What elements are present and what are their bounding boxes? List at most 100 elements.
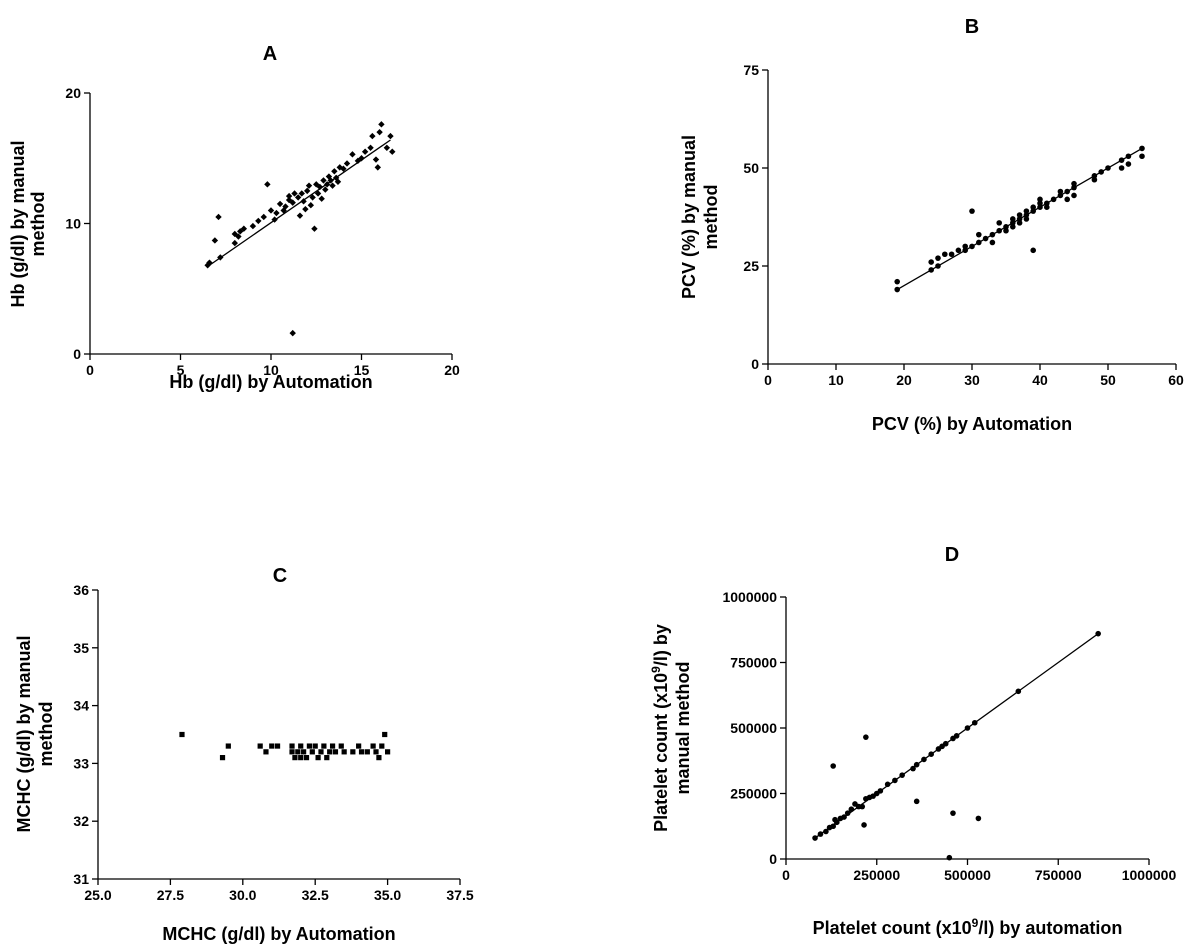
- data-point: [372, 156, 380, 163]
- data-point: [341, 749, 347, 755]
- y-tick-label: 33: [73, 755, 89, 771]
- data-point: [358, 155, 365, 162]
- x-axis-label: Hb (g/dl) by Automation: [169, 372, 372, 392]
- data-point: [1023, 208, 1030, 214]
- x-tick-label: 750000: [1035, 867, 1082, 883]
- data-point: [1010, 220, 1016, 226]
- data-point: [975, 815, 982, 822]
- y-axis-label-line: method: [36, 702, 56, 767]
- data-point: [1118, 157, 1125, 163]
- data-point: [255, 217, 262, 225]
- data-point: [329, 182, 336, 189]
- data-point: [311, 225, 318, 232]
- data-point: [318, 749, 324, 755]
- data-point: [877, 788, 884, 794]
- data-point: [859, 803, 866, 810]
- data-point: [1010, 216, 1016, 222]
- data-point: [1091, 176, 1098, 183]
- data-point: [361, 148, 369, 155]
- data-point: [334, 178, 342, 185]
- data-point: [1091, 173, 1098, 179]
- data-point: [327, 749, 333, 755]
- x-axis-label: PCV (%) by Automation: [872, 414, 1072, 434]
- data-point: [1016, 220, 1023, 226]
- data-point: [327, 177, 334, 184]
- data-point: [962, 243, 968, 250]
- data-point: [1071, 184, 1077, 191]
- x-tick-label: 35.0: [374, 887, 401, 903]
- data-point: [370, 743, 376, 749]
- panel-d: D 0 250000 500000 750000 1000000 0 250000 500000…: [649, 544, 1176, 938]
- y-tick-label: 1000000: [722, 589, 777, 605]
- data-point: [1071, 180, 1077, 187]
- data-point: [385, 749, 391, 755]
- data-point: [955, 247, 962, 254]
- data-point: [378, 121, 385, 128]
- data-point: [1139, 145, 1145, 152]
- x-tick-label: 20: [444, 362, 460, 378]
- data-point: [300, 198, 307, 205]
- data-point: [282, 203, 289, 210]
- data-point: [276, 200, 284, 208]
- data-point: [294, 194, 302, 201]
- y-axis-label: Hb (g/dl) by manual method: [8, 140, 48, 307]
- data-point: [302, 205, 309, 213]
- data-point: [1016, 212, 1023, 218]
- data-point: [292, 755, 298, 761]
- x-tick-label: 5: [177, 362, 185, 378]
- x-axis-label: MCHC (g/dl) by Automation: [162, 924, 395, 944]
- data-point: [303, 755, 310, 761]
- data-point: [379, 743, 385, 749]
- x-tick-label: 32.5: [302, 887, 329, 903]
- y-tick-label: 31: [73, 871, 89, 887]
- data-point: [1015, 688, 1022, 695]
- y-tick-label: 10: [65, 216, 81, 232]
- data-point: [298, 190, 305, 197]
- y-axis-label-line: method: [701, 185, 721, 250]
- x-tick-label: 250000: [853, 867, 900, 883]
- data-point: [338, 743, 344, 749]
- data-point: [1023, 216, 1030, 222]
- data-point: [211, 237, 219, 244]
- data-point: [976, 231, 982, 238]
- y-tick-label: 0: [73, 346, 81, 362]
- data-point: [935, 255, 941, 261]
- data-point: [249, 222, 257, 230]
- data-point: [312, 743, 318, 749]
- x-tick-label: 10: [263, 362, 279, 378]
- data-point: [269, 743, 275, 749]
- y-tick-label: 250000: [730, 786, 777, 802]
- data-point: [1030, 247, 1036, 254]
- data-point: [1064, 188, 1070, 195]
- panel-d-title: D: [945, 544, 959, 566]
- y-tick-label: 32: [73, 813, 89, 829]
- data-point: [946, 854, 953, 861]
- x-tick-label: 1000000: [1122, 867, 1177, 883]
- data-point: [921, 756, 927, 763]
- data-point: [841, 814, 847, 820]
- data-point: [1057, 188, 1064, 195]
- data-point: [301, 749, 307, 755]
- panel-c: C 25.0 27.5 30.0 32.5 35.0 37.5 31 32 33 34 35 36 MCH…: [14, 565, 474, 944]
- y-tick-label: 36: [73, 582, 89, 598]
- data-point: [324, 755, 330, 761]
- data-point: [350, 749, 356, 755]
- data-point: [215, 213, 222, 221]
- data-point: [969, 243, 975, 250]
- data-point: [332, 749, 339, 755]
- x-tick-label: 15: [354, 362, 370, 378]
- x-tick-label: 0: [782, 867, 790, 883]
- panel-b: B 0 10 20 30 40 50 60 0 25 50 75 PCV (%) by Automati…: [679, 16, 1184, 434]
- y-axis-label: PCV (%) by manual method: [679, 135, 721, 299]
- data-point: [179, 731, 185, 738]
- data-point: [861, 822, 867, 828]
- data-point: [1118, 165, 1125, 171]
- data-point: [976, 239, 982, 246]
- data-point: [989, 231, 996, 238]
- data-point: [257, 743, 263, 749]
- data-point: [1037, 200, 1043, 207]
- y-axis-label-line: Hb (g/dl) by manual: [8, 140, 28, 307]
- data-point: [376, 128, 383, 136]
- data-point: [356, 743, 362, 749]
